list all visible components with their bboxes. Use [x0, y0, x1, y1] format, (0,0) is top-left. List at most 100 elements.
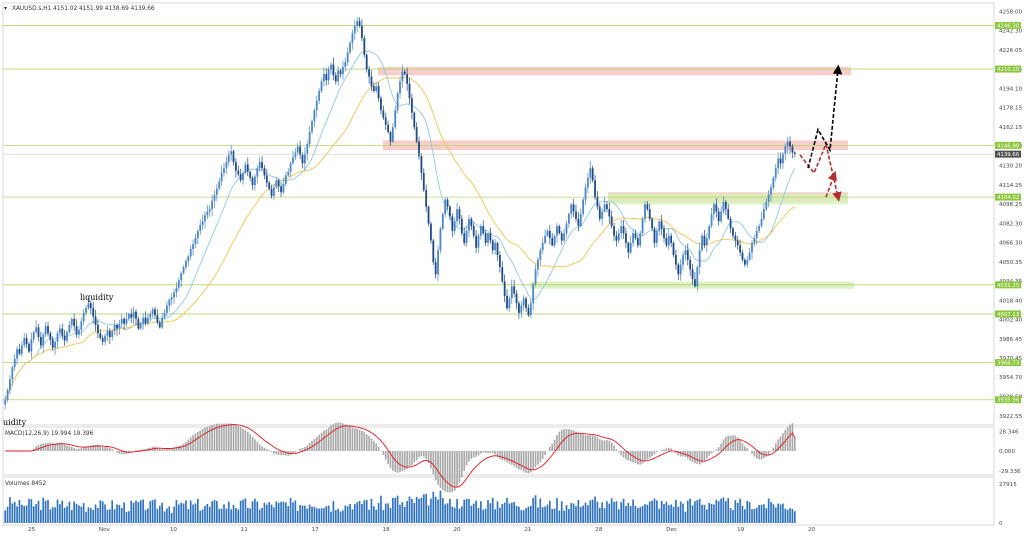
macd-histogram-bar — [558, 431, 561, 451]
macd-histogram-bar — [235, 424, 237, 451]
volume-bar — [465, 498, 468, 523]
volume-bar — [656, 500, 658, 523]
volume-bar — [461, 506, 463, 523]
volume-bar — [265, 504, 268, 523]
volume-bar — [227, 501, 230, 523]
macd-histogram-bar — [568, 429, 570, 451]
candle-body — [137, 318, 140, 329]
volume-bar — [123, 502, 125, 523]
candle-body — [456, 209, 458, 222]
candle-body — [111, 330, 114, 337]
macd-histogram-bar — [187, 439, 190, 451]
y-tick-label: 3986.45 — [999, 337, 1023, 343]
candle-body — [544, 235, 546, 243]
candle-body — [185, 261, 187, 268]
candle-body — [629, 242, 632, 253]
volume-bar — [73, 501, 75, 523]
volume-bar — [337, 508, 339, 523]
candle-body — [332, 64, 335, 76]
macd-histogram-bar — [285, 451, 287, 456]
volume-bar — [334, 510, 337, 523]
volume-bar — [553, 508, 556, 523]
volume-bar — [513, 502, 515, 523]
volume-bar — [658, 508, 661, 523]
scenario-alternative-arrow — [799, 141, 842, 202]
volume-bar — [729, 508, 732, 523]
macd-histogram-bar — [365, 434, 368, 451]
macd-histogram-bar — [49, 442, 52, 451]
volume-bar — [175, 499, 178, 523]
level-tag-label: 4007.13 — [997, 312, 1019, 318]
candle-body — [677, 264, 680, 275]
y-tick-label: 3922.55 — [999, 414, 1023, 420]
candle-body — [674, 254, 677, 265]
macd-histogram-bar — [667, 447, 670, 451]
macd-histogram-bar — [446, 451, 449, 493]
macd-histogram-bar — [225, 423, 228, 451]
candle-body — [365, 54, 368, 70]
macd-histogram-bar — [708, 451, 711, 456]
macd-histogram-bar — [627, 451, 630, 461]
level-tag — [995, 141, 1021, 149]
volume-bar — [577, 500, 580, 523]
macd-histogram-bar — [358, 429, 361, 451]
volume-bar — [689, 498, 691, 523]
candle-body — [606, 204, 608, 210]
candle-body — [75, 326, 78, 335]
candle-body — [439, 228, 442, 251]
macd-histogram-bar — [525, 451, 527, 473]
macd-histogram-bar — [641, 451, 644, 464]
volume-bar — [346, 506, 349, 523]
macd-histogram-bar — [201, 429, 204, 451]
candle-body — [73, 318, 76, 327]
volume-bar — [332, 501, 335, 523]
candle-body — [777, 158, 780, 169]
candle-body — [634, 233, 637, 239]
volume-bar — [223, 504, 225, 523]
macd-histogram-bar — [437, 451, 439, 485]
candle-body — [620, 226, 623, 234]
candle-body — [39, 336, 42, 346]
candle-body — [427, 206, 430, 224]
macd-histogram-bar — [392, 451, 394, 471]
macd-histogram-bar — [206, 426, 209, 451]
candle-body — [658, 221, 661, 231]
macd-histogram-bar — [572, 430, 575, 451]
candle-body — [663, 228, 665, 239]
chart-menu-icon[interactable]: ▾ — [4, 6, 7, 12]
volume-bar — [430, 498, 432, 523]
volume-bar — [130, 500, 133, 523]
candle-body — [596, 197, 599, 207]
macd-histogram-bar — [213, 424, 216, 451]
volume-bar — [546, 504, 549, 523]
candle-body — [703, 235, 706, 246]
candle-body — [239, 174, 242, 181]
macd-histogram-bar — [494, 451, 496, 455]
macd-histogram-bar — [327, 427, 330, 451]
volume-bar — [463, 499, 466, 523]
slow-moving-average — [4, 76, 796, 400]
macd-histogram-bar — [265, 449, 268, 451]
candle-body — [35, 327, 38, 333]
candle-body — [575, 211, 577, 219]
volume-bar — [187, 509, 190, 523]
macd-histogram-bar — [677, 451, 680, 456]
macd-histogram-bar — [767, 451, 770, 455]
candle-body — [13, 358, 16, 368]
macd-histogram-bar — [334, 422, 337, 451]
volume-bar — [189, 500, 192, 523]
candle-body — [734, 235, 737, 241]
volume-bar — [732, 510, 734, 523]
volume-bar — [713, 504, 715, 523]
volume-bar — [715, 499, 718, 523]
volume-bar — [213, 500, 216, 523]
candle-body — [746, 259, 749, 265]
macd-histogram-bar — [137, 450, 140, 451]
macd-histogram-bar — [70, 446, 73, 451]
volume-bar — [28, 498, 30, 523]
macd-histogram-bar — [551, 443, 554, 451]
volume-bar — [568, 508, 570, 523]
volume-bar — [739, 498, 741, 523]
volume-tick-label: 27915 — [999, 482, 1017, 488]
